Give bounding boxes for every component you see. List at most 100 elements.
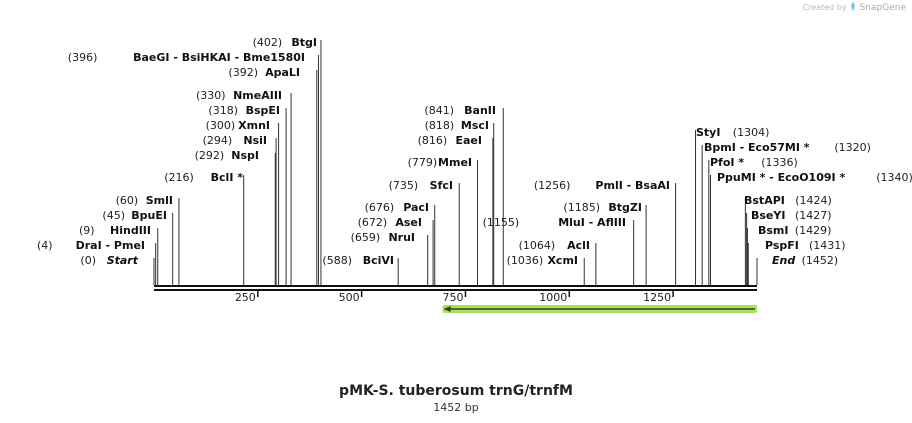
site-position: (1340) xyxy=(876,171,912,184)
enzyme-name: End xyxy=(772,254,795,267)
site-label[interactable]: BsmI (1429) xyxy=(758,224,831,237)
site-position: (779) xyxy=(408,156,438,169)
site-label[interactable]: BclI * (216) xyxy=(164,171,243,184)
site-position: (9) xyxy=(79,224,95,237)
enzyme-name: BstAPI xyxy=(744,194,785,207)
enzyme-name: MluI - AflIII xyxy=(558,216,626,229)
site-label[interactable]: AseI (672) xyxy=(358,216,422,229)
site-label[interactable]: MscI (818) xyxy=(425,119,489,132)
site-label[interactable]: BanII (841) xyxy=(424,104,496,117)
site-label[interactable]: BaeGI - BsiHKAI - Bme1580I (396) xyxy=(68,51,305,64)
site-label[interactable]: BtgI (402) xyxy=(253,36,317,49)
site-label[interactable]: NmeAIII (330) xyxy=(196,89,282,102)
site-label[interactable]: BtgZI (1185) xyxy=(563,201,642,214)
site-label[interactable]: ApaLI (392) xyxy=(228,66,300,79)
site-label[interactable]: NspI (292) xyxy=(195,149,259,162)
enzyme-name: BanII xyxy=(464,104,496,117)
site-label[interactable]: XcmI(1036) xyxy=(507,254,578,267)
site-position: (1320) xyxy=(834,141,871,154)
site-label[interactable]: MmeI(779) xyxy=(408,156,472,169)
enzyme-name: XmnI xyxy=(238,119,270,132)
site-label[interactable]: SfcI (735) xyxy=(389,179,453,192)
site-position: (816) xyxy=(418,134,448,147)
tick-label: 750 xyxy=(442,291,463,304)
site-label[interactable]: StyI (1304) xyxy=(696,126,769,139)
ruler-ticks: 250 500 750 1000 1250 xyxy=(235,290,674,304)
site-position: (588) xyxy=(322,254,352,267)
site-label[interactable]: NruI (659) xyxy=(351,231,415,244)
enzyme-name: MscI xyxy=(461,119,489,132)
backbone-bottom-strand xyxy=(154,289,757,291)
site-label[interactable]: SmlI (60) xyxy=(116,194,173,207)
site-label[interactable]: BseYI (1427) xyxy=(751,209,832,222)
credit-prefix: Created by xyxy=(802,3,847,12)
enzyme-name: DraI - PmeI xyxy=(76,239,145,252)
enzyme-name: AseI xyxy=(395,216,422,229)
tick-label: 1000 xyxy=(539,291,567,304)
enzyme-name: MmeI xyxy=(438,156,472,169)
site-label[interactable]: End (1452) xyxy=(772,254,838,267)
enzyme-name: NmeAIII xyxy=(233,89,282,102)
enzyme-name: Start xyxy=(107,254,139,267)
map-length: 1452 bp xyxy=(433,401,479,414)
arrowhead-left-icon xyxy=(443,306,451,312)
enzyme-name: PmlI - BsaAI xyxy=(595,179,670,192)
site-position: (676) xyxy=(365,201,395,214)
enzyme-name: HindIII xyxy=(110,224,151,237)
site-label[interactable]: BciVI (588) xyxy=(322,254,394,267)
site-label[interactable]: MluI - AflIII (1155) xyxy=(483,216,626,229)
site-position: (0) xyxy=(80,254,96,267)
enzyme-name: AclI xyxy=(567,239,590,252)
enzyme-name: NspI xyxy=(231,149,259,162)
site-position: (1429) xyxy=(795,224,832,237)
site-position: (1064) xyxy=(519,239,556,252)
site-position: (294) xyxy=(203,134,233,147)
site-position: (45) xyxy=(102,209,125,222)
site-label[interactable]: BspEI (318) xyxy=(208,104,280,117)
site-label[interactable]: NsiI (294) xyxy=(203,134,267,147)
site-label[interactable]: AclI (1064) xyxy=(519,239,590,252)
enzyme-name: BciVI xyxy=(363,254,394,267)
enzyme-name: NsiI xyxy=(243,134,267,147)
site-position: (396) xyxy=(68,51,98,64)
site-position: (659) xyxy=(351,231,381,244)
site-label[interactable]: DraI - PmeI (4) xyxy=(37,239,145,252)
site-position: (1424) xyxy=(795,194,832,207)
site-label[interactable]: XmnI(300) xyxy=(206,119,270,132)
site-label[interactable]: BpuEI (45) xyxy=(102,209,167,222)
snapgene-credit: Created by SnapGene xyxy=(802,2,906,13)
enzyme-name: BclI * xyxy=(211,171,244,184)
site-position: (818) xyxy=(425,119,455,132)
feature-arrow[interactable] xyxy=(442,305,757,313)
site-label[interactable]: PmlI - BsaAI (1256) xyxy=(534,179,670,192)
map-title: pMK-S. tuberosum trnG/trnfM xyxy=(339,383,573,399)
enzyme-name: PacI xyxy=(403,201,429,214)
tick-label: 1250 xyxy=(643,291,671,304)
site-label[interactable]: BstAPI (1424) xyxy=(744,194,832,207)
site-label[interactable]: PfoI * (1336) xyxy=(710,156,798,169)
site-label[interactable]: BpmI - Eco57MI * (1320) xyxy=(704,141,871,154)
enzyme-name: BspEI xyxy=(246,104,280,117)
enzyme-name: PfoI * xyxy=(710,156,744,169)
enzyme-name: BpuEI xyxy=(131,209,167,222)
enzyme-name: BtgI xyxy=(291,36,317,49)
site-label[interactable]: PspFI (1431) xyxy=(765,239,846,252)
sequence-backbone xyxy=(154,285,757,291)
backbone-top-strand xyxy=(154,285,757,287)
enzyme-name: PpuMI * - EcoO109I * xyxy=(717,171,845,184)
site-position: (672) xyxy=(358,216,388,229)
site-label[interactable]: Start (0) xyxy=(80,254,138,267)
enzyme-name: SmlI xyxy=(146,194,173,207)
site-position: (1185) xyxy=(563,201,600,214)
credit-brand: SnapGene xyxy=(859,3,906,13)
site-label[interactable]: EaeI (816) xyxy=(418,134,482,147)
site-label[interactable]: PacI (676) xyxy=(365,201,429,214)
site-position: (1427) xyxy=(795,209,832,222)
enzyme-name: NruI xyxy=(388,231,415,244)
enzyme-name: BaeGI - BsiHKAI - Bme1580I xyxy=(133,51,305,64)
site-label[interactable]: PpuMI * - EcoO109I * (1340) xyxy=(717,171,912,184)
enzyme-name: BtgZI xyxy=(608,201,642,214)
enzyme-name: BseYI xyxy=(751,209,785,222)
site-position: (1431) xyxy=(809,239,846,252)
site-label[interactable]: HindIII (9) xyxy=(79,224,151,237)
